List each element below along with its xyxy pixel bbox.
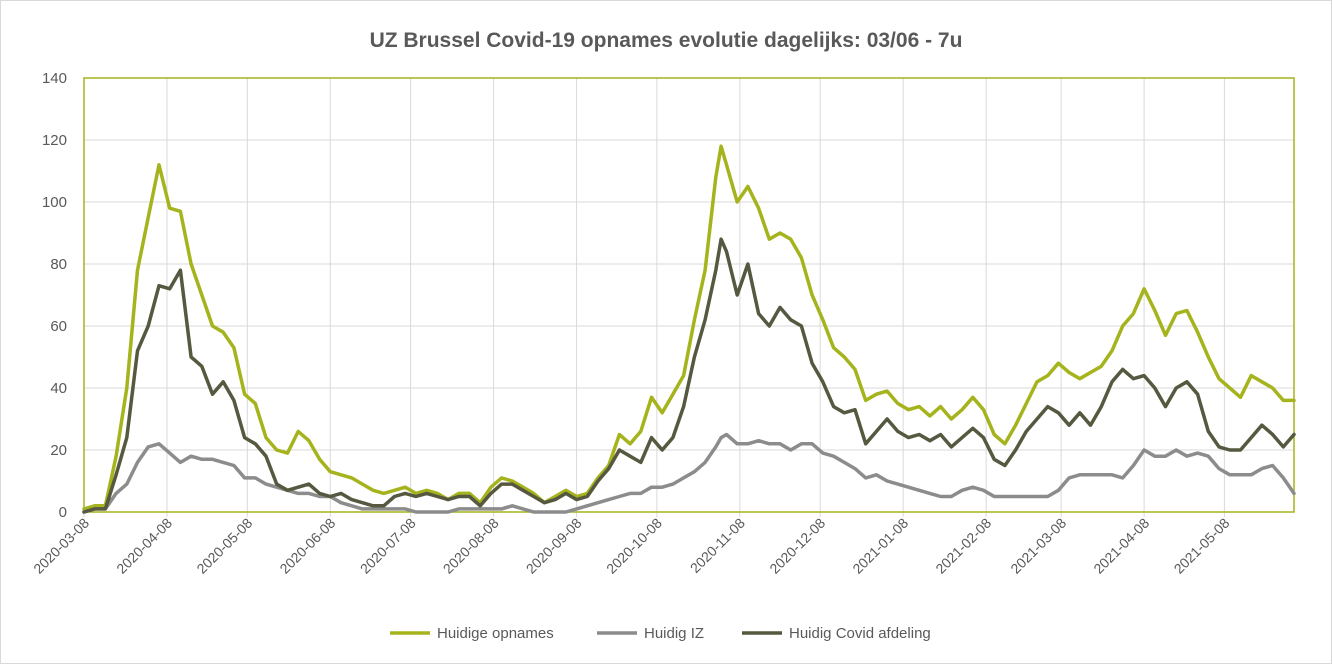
chart-title: UZ Brussel Covid-19 opnames evolutie dag… [370, 29, 963, 52]
y-tick-label: 80 [50, 256, 67, 273]
y-tick-label: 40 [50, 380, 67, 397]
series-line-huidige-opnames [82, 144, 1296, 511]
legend-label-huidig-iz: Huidig IZ [644, 625, 704, 642]
y-tick-label: 100 [42, 194, 67, 211]
legend: Huidige opnames Huidig IZ Huidig Covid afd… [390, 625, 931, 642]
y-tick-label: 60 [50, 318, 67, 335]
y-tick-label: 120 [42, 132, 67, 149]
plot-area-border [83, 77, 1295, 513]
legend-label-huidig-covid-afdeling: Huidig Covid afdeling [789, 625, 931, 642]
legend-label-huidige-opnames: Huidige opnames [437, 625, 554, 642]
y-tick-label: 140 [42, 70, 67, 87]
y-tick-label: 0 [59, 504, 67, 521]
y-tick-label: 20 [50, 442, 67, 459]
gridlines [84, 78, 1294, 512]
series-line-huidig-covid-afdeling [82, 237, 1296, 514]
series-lines [82, 144, 1296, 514]
